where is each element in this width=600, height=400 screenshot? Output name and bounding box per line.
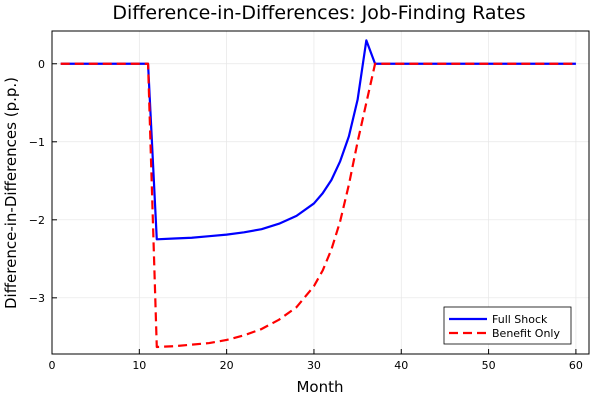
x-axis-label: Month: [296, 378, 343, 396]
y-tick-label: −1: [29, 136, 45, 149]
x-tick-label: 30: [307, 359, 321, 372]
y-tick-label: −3: [29, 292, 45, 305]
x-tick-label: 50: [482, 359, 496, 372]
x-tick-label: 60: [569, 359, 583, 372]
chart-title: Difference-in-Differences: Job-Finding R…: [112, 2, 525, 24]
y-tick-label: 0: [38, 58, 45, 71]
x-tick-label: 40: [394, 359, 408, 372]
x-tick-label: 20: [220, 359, 234, 372]
legend-box: [443, 306, 572, 345]
series-layer: [60, 39, 576, 349]
series-line-0: [60, 39, 576, 241]
series-line-1: [60, 62, 576, 349]
y-tick-label: −2: [29, 214, 45, 227]
plot-frame: [51, 30, 590, 355]
x-tick-label: 10: [132, 359, 146, 372]
y-axis-label: Difference-in-Differences (p.p.): [2, 77, 20, 309]
x-tick-label: 0: [49, 359, 56, 372]
axis-ticks: 0 10 20 30 40 50 60 0 −1 −2 −3: [29, 58, 583, 372]
legend-label: Benefit Only: [492, 327, 560, 340]
grid: [51, 31, 589, 354]
legend-label: Full Shock: [492, 313, 548, 326]
